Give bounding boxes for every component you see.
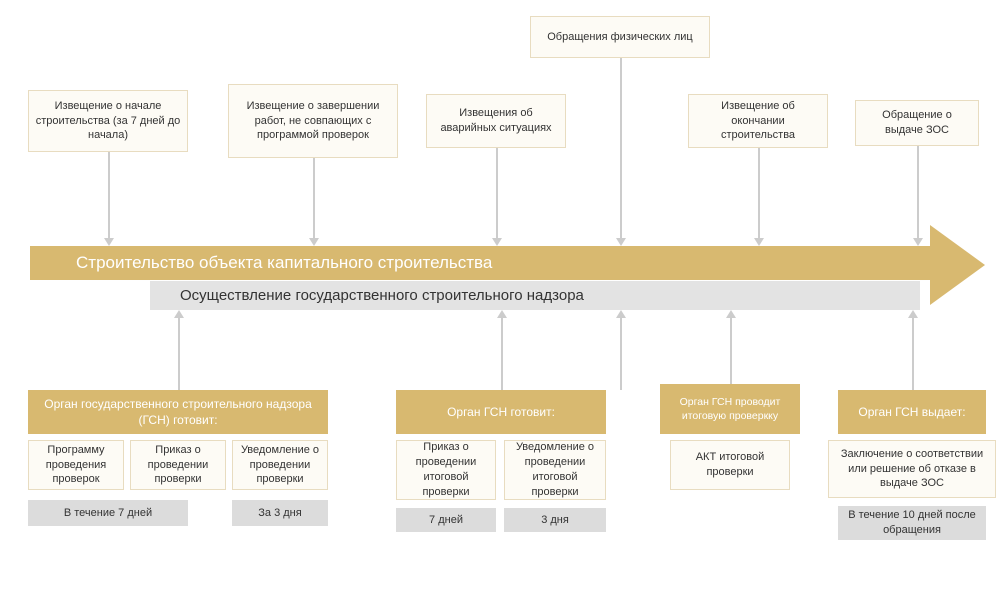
connector — [758, 148, 760, 238]
connector — [730, 318, 732, 384]
group-item: Уведомление о проведении итоговой провер… — [504, 440, 606, 500]
group-time: В течение 10 дней после обращения — [838, 506, 986, 540]
group-time: За 3 дня — [232, 500, 328, 526]
connector-arrow-up-icon — [174, 310, 184, 318]
top-float-box: Обращения физических лиц — [530, 16, 710, 58]
center-arrow-head — [930, 225, 985, 305]
group-item: АКТ итоговой проверки — [670, 440, 790, 490]
connector — [178, 318, 180, 390]
top-box: Обращение о выдаче ЗОС — [855, 100, 979, 146]
group-header: Орган ГСН готовит: — [396, 390, 606, 434]
group-item: Приказ о проведении итоговой проверки — [396, 440, 496, 500]
group-item: Заключение о соответствии или решение об… — [828, 440, 996, 498]
connector — [620, 318, 622, 390]
top-box: Извещение об окончании строительства — [688, 94, 828, 148]
connector-arrow-down-icon — [754, 238, 764, 246]
connector-arrow-down-icon — [104, 238, 114, 246]
center-arrow-title: Строительство объекта капитального строи… — [30, 246, 930, 280]
connector-arrow-up-icon — [908, 310, 918, 318]
connector-arrow-up-icon — [726, 310, 736, 318]
connector-arrow-up-icon — [616, 310, 626, 318]
connector — [912, 318, 914, 390]
top-box: Извещения об аварийных ситуациях — [426, 94, 566, 148]
group-item: Приказ о проведении проверки — [130, 440, 226, 490]
connector — [917, 146, 919, 238]
group-time: В течение 7 дней — [28, 500, 188, 526]
connector-arrow-up-icon — [497, 310, 507, 318]
connector — [501, 318, 503, 390]
connector — [620, 58, 622, 238]
connector-arrow-down-icon — [309, 238, 319, 246]
group-time: 7 дней — [396, 508, 496, 532]
connector — [108, 152, 110, 238]
top-box: Извещение о завершении работ, не совпающ… — [228, 84, 398, 158]
connector — [496, 148, 498, 238]
connector-arrow-down-icon — [616, 238, 626, 246]
group-header: Орган государственного строительного над… — [28, 390, 328, 434]
group-header: Орган ГСН выдает: — [838, 390, 986, 434]
group-time: 3 дня — [504, 508, 606, 532]
connector-arrow-down-icon — [913, 238, 923, 246]
center-arrow-subtitle: Осуществление государственного строитель… — [150, 280, 920, 310]
group-item: Уведомление о проведении проверки — [232, 440, 328, 490]
top-box: Извещение о начале строительства (за 7 д… — [28, 90, 188, 152]
connector — [313, 158, 315, 238]
group-header: Орган ГСН проводит итоговую проверкку — [660, 384, 800, 434]
group-item: Программу проведения проверок — [28, 440, 124, 490]
connector-arrow-down-icon — [492, 238, 502, 246]
